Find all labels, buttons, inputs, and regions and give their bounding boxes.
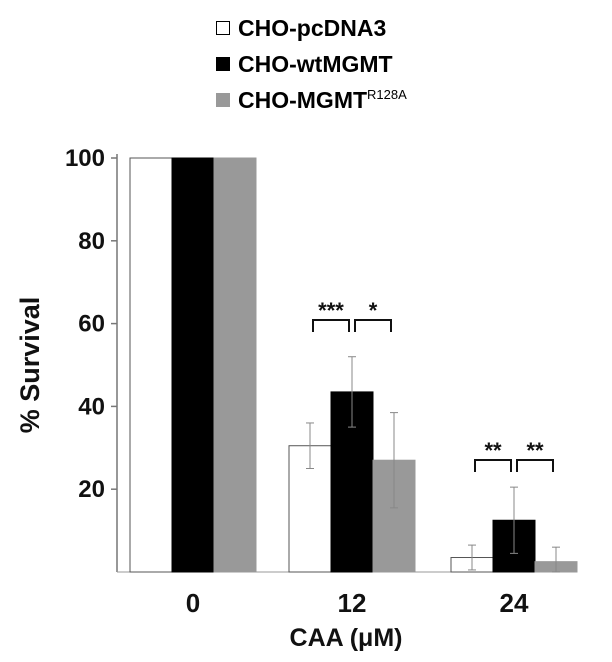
legend-label-r128a: CHO-MGMTR128A: [238, 87, 407, 114]
legend-item-wtmgmt: CHO-wtMGMT: [216, 46, 407, 82]
significance-bracket-2: [474, 459, 512, 472]
y-tick-label-100: 100: [65, 145, 105, 172]
bar-0-0: [129, 157, 173, 573]
y-tick-label-40: 40: [78, 393, 105, 420]
legend-item-r128a: CHO-MGMTR128A: [216, 82, 407, 118]
legend-label-r128a-sup: R128A: [367, 86, 407, 102]
legend: CHO-pcDNA3 CHO-wtMGMT CHO-MGMTR128A: [216, 10, 407, 118]
significance-label-0: ***: [318, 298, 344, 323]
x-tick-label-24: 24: [500, 588, 529, 618]
significance-label-2: **: [484, 438, 502, 463]
x-axis-label: CAA (μM): [290, 624, 403, 652]
significance-label-1: *: [369, 298, 378, 323]
bar-2-0: [213, 157, 257, 573]
bar-1-0: [171, 157, 215, 573]
legend-label-pcdna3: CHO-pcDNA3: [238, 14, 387, 41]
legend-item-pcdna3: CHO-pcDNA3: [216, 10, 407, 46]
legend-label-r128a-text: CHO-MGMT: [238, 86, 368, 113]
legend-label-wtmgmt: CHO-wtMGMT: [238, 50, 393, 77]
significance-bracket-1: [354, 319, 392, 332]
significance-bracket-0: [312, 319, 350, 332]
y-tick-label-20: 20: [78, 476, 105, 503]
legend-swatch-wtmgmt: [216, 57, 230, 71]
y-axis-label: % Survival: [15, 297, 45, 434]
x-tick-label-12: 12: [338, 588, 367, 618]
significance-bracket-3: [516, 459, 554, 472]
x-tick-label-0: 0: [186, 588, 200, 618]
significance-label-3: **: [526, 438, 544, 463]
legend-swatch-r128a: [216, 93, 230, 107]
legend-swatch-pcdna3: [216, 21, 230, 35]
y-tick-label-80: 80: [78, 228, 105, 255]
y-tick-label-60: 60: [78, 311, 105, 338]
